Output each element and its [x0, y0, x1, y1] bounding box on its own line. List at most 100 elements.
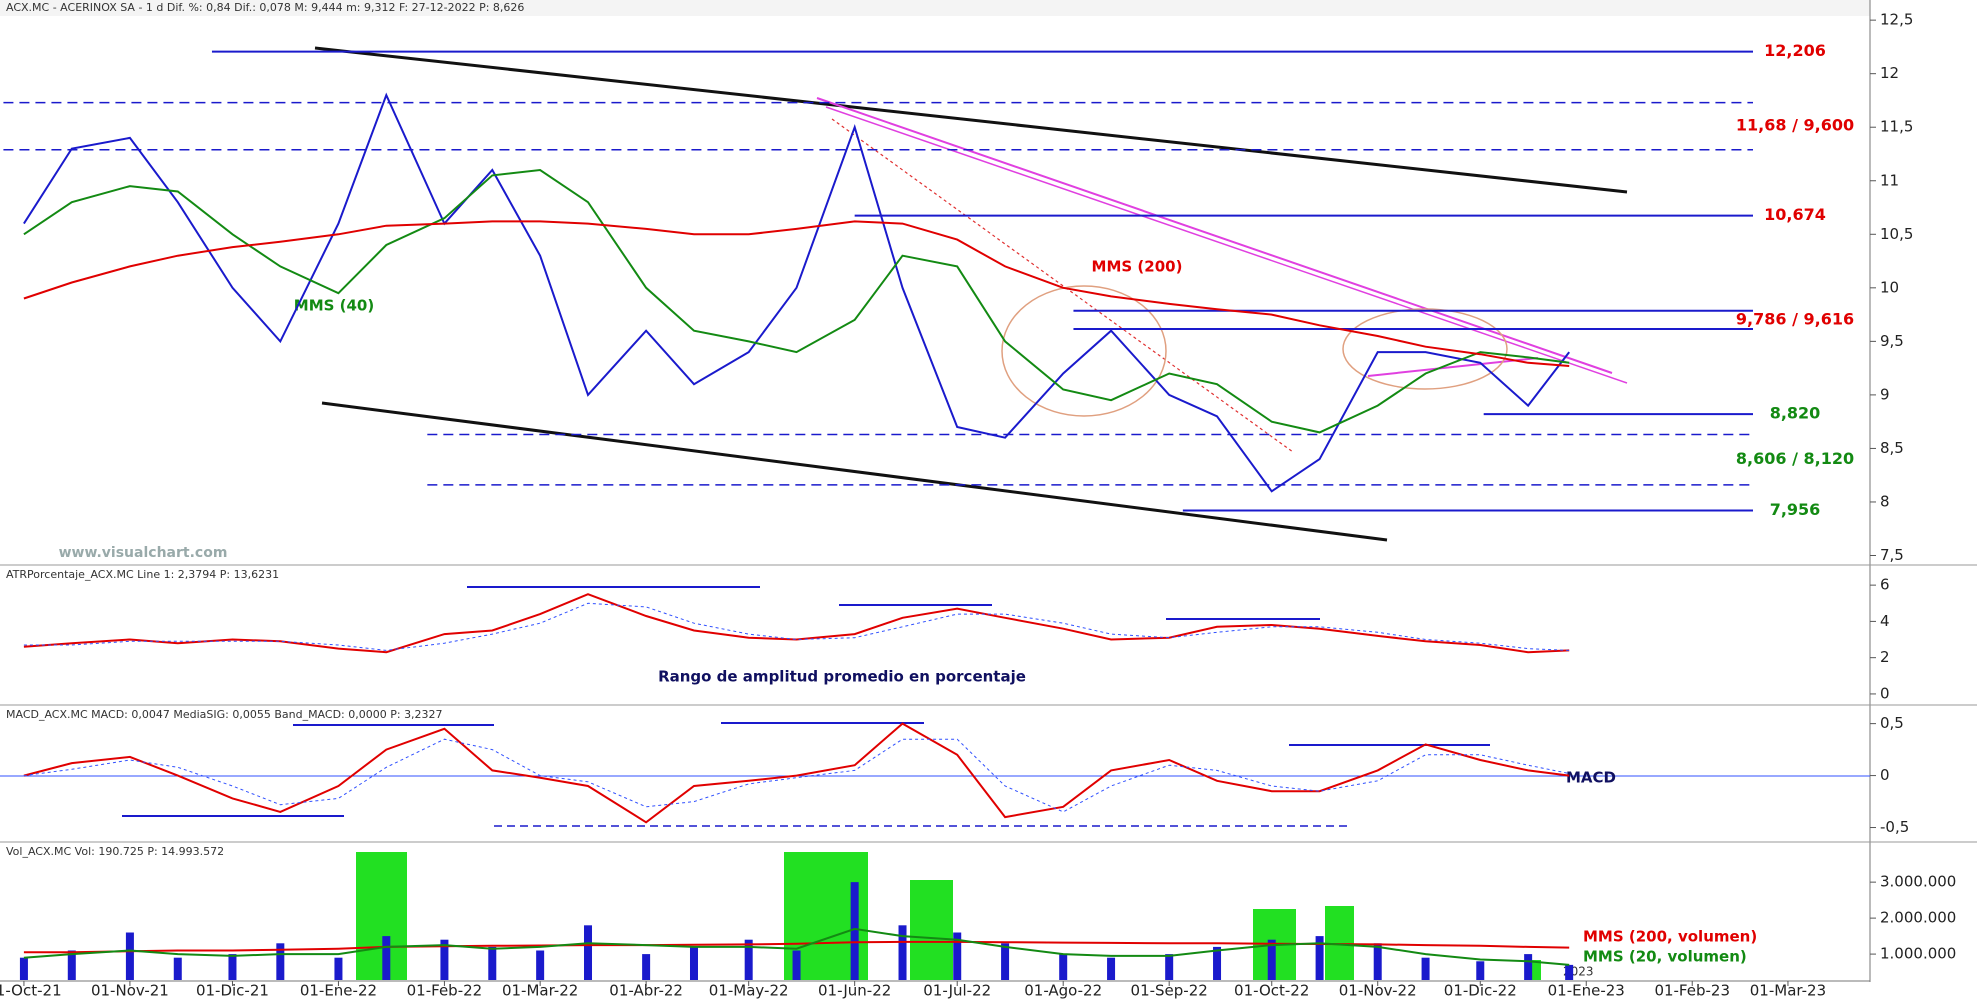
- y-tick-label: 2.000.000: [1880, 909, 1956, 927]
- y-tick-label: 1.000.000: [1880, 945, 1956, 963]
- volume-bar: [1213, 946, 1222, 980]
- level-label: 7,956: [1770, 500, 1821, 519]
- x-tick-label: 01-Nov-22: [1339, 982, 1417, 1000]
- volume-bar: [1421, 957, 1430, 980]
- watermark: www.visualchart.com: [59, 545, 228, 561]
- series-line: [23, 738, 1570, 813]
- trend-line: [825, 106, 1628, 384]
- trend-line: [321, 401, 1388, 542]
- panel-header: ATRPorcentaje_ACX.MC Line 1: 2,3794 P: 1…: [6, 568, 279, 581]
- series-line: [23, 220, 1570, 367]
- volume-highlight: [356, 852, 407, 980]
- y-tick-label: -0,5: [1880, 818, 1909, 836]
- y-tick-label: 11,5: [1880, 118, 1913, 136]
- series-label: MMS (40): [294, 297, 374, 315]
- series-label: MMS (200): [1092, 258, 1183, 276]
- trend-line: [831, 118, 1294, 453]
- x-tick-label: 01-Feb-23: [1654, 982, 1730, 1000]
- highlight-ellipse: [1001, 285, 1167, 417]
- y-tick-label: 9,5: [1880, 332, 1904, 350]
- y-tick-label: 8,5: [1880, 439, 1904, 457]
- y-tick-label: 11: [1880, 171, 1899, 189]
- volume-bar: [584, 925, 593, 980]
- volume-bar: [642, 954, 651, 980]
- y-tick-label: 0,5: [1880, 714, 1904, 732]
- x-tick-label: 01-Abr-22: [609, 982, 683, 1000]
- level-label: 8,606 / 8,120: [1736, 449, 1854, 468]
- x-tick-label: 01-Dic-21: [196, 982, 269, 1000]
- x-tick-label: 01-Oct-21: [0, 982, 62, 1000]
- level-label: 9,786 / 9,616: [1736, 309, 1854, 328]
- panel-header: Vol_ACX.MC Vol: 190.725 P: 14.993.572: [6, 845, 224, 858]
- volume-bar: [1059, 954, 1068, 980]
- x-tick-label: 01-Ene-23: [1548, 982, 1625, 1000]
- y-tick-label: 0: [1880, 766, 1890, 784]
- volume-bar: [440, 939, 449, 980]
- volume-bar: [1315, 936, 1324, 980]
- volume-bar: [228, 954, 237, 980]
- volume-bar: [1267, 939, 1276, 980]
- volume-bar: [1165, 954, 1174, 980]
- x-tick-label: 01-Dic-22: [1444, 982, 1517, 1000]
- level-label: 12,206: [1764, 41, 1826, 60]
- panel-annotation: MACD: [1566, 769, 1616, 787]
- volume-bar: [1476, 961, 1485, 980]
- panel-header: MACD_ACX.MC MACD: 0,0047 MediaSIG: 0,005…: [6, 708, 443, 721]
- volume-bar: [488, 946, 497, 980]
- y-tick-label: 3.000.000: [1880, 873, 1956, 891]
- y-tick-label: 12,5: [1880, 11, 1913, 29]
- x-tick-label: 01-Jul-22: [923, 982, 991, 1000]
- volume-bar: [898, 925, 907, 980]
- series-line: [23, 927, 1570, 966]
- volume-bar: [1524, 954, 1533, 980]
- series-line: [23, 168, 1570, 434]
- y-tick-label: 4: [1880, 612, 1890, 630]
- x-tick-label: 01-May-22: [709, 982, 789, 1000]
- y-tick-label: 7,5: [1880, 546, 1904, 564]
- volume-bar: [536, 950, 545, 980]
- y-tick-label: 12: [1880, 64, 1899, 82]
- volume-bar: [276, 943, 285, 980]
- volume-bar: [334, 957, 343, 980]
- volume-bar: [744, 939, 753, 980]
- series-line: [23, 593, 1570, 654]
- level-label: 10,674: [1764, 205, 1826, 224]
- trend-line: [314, 46, 1628, 194]
- x-tick-label: 01-Jun-22: [818, 982, 891, 1000]
- volume-bar: [953, 932, 962, 980]
- volume-bar: [19, 957, 28, 980]
- y-tick-label: 9: [1880, 385, 1890, 403]
- x-tick-label: 01-Ago-22: [1024, 982, 1102, 1000]
- volume-bar: [850, 882, 859, 980]
- x-tick-label: 01-Ene-22: [300, 982, 377, 1000]
- x-tick-label: 01-Nov-21: [91, 982, 169, 1000]
- y-tick-label: 6: [1880, 576, 1890, 594]
- volume-bar: [382, 936, 391, 980]
- level-label: 11,68 / 9,600: [1736, 116, 1854, 135]
- legend-entry: MMS (200, volumen): [1583, 928, 1757, 946]
- x-tick-label: 01-Mar-22: [502, 982, 578, 1000]
- volume-bar: [792, 950, 801, 980]
- volume-bar: [1107, 957, 1116, 980]
- volume-bar: [173, 957, 182, 980]
- series-line: [23, 722, 1570, 824]
- series-line: [23, 92, 1570, 493]
- volume-bar: [67, 950, 76, 980]
- volume-bar: [1001, 943, 1010, 980]
- volume-bar: [1565, 964, 1574, 980]
- x-tick-label: 01-Oct-22: [1234, 982, 1309, 1000]
- y-tick-label: 10: [1880, 278, 1899, 296]
- highlight-ellipse: [1342, 308, 1508, 390]
- volume-bar: [125, 932, 134, 980]
- x-tick-label: 01-Feb-22: [407, 982, 483, 1000]
- volume-bar: [1373, 943, 1382, 980]
- y-tick-label: 10,5: [1880, 225, 1913, 243]
- volume-highlight: [910, 880, 953, 980]
- header-strip: [0, 0, 1870, 16]
- y-tick-label: 0: [1880, 684, 1890, 702]
- legend-entry: MMS (20, volumen): [1583, 948, 1747, 966]
- volume-bar: [689, 946, 698, 980]
- x-tick-label: 01-Mar-23: [1750, 982, 1826, 1000]
